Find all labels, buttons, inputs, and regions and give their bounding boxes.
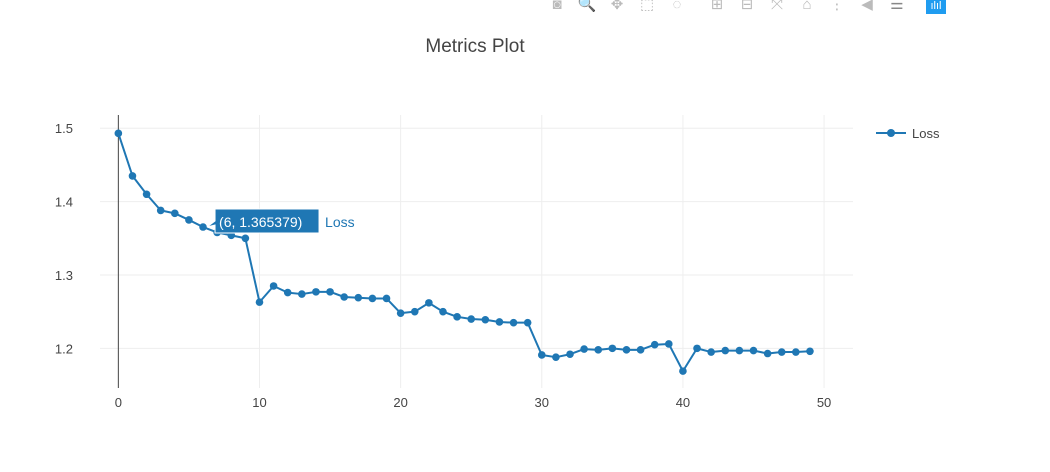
y-tick-label: 1.2	[55, 341, 73, 356]
data-point	[707, 348, 715, 356]
data-point	[622, 346, 631, 354]
data-point	[481, 315, 490, 324]
data-point	[396, 309, 405, 317]
hover-tooltip: (6, 1.365379) Loss	[206, 208, 355, 234]
loss-line	[117, 133, 811, 373]
data-point	[199, 223, 207, 231]
data-point	[566, 350, 574, 359]
data-point	[312, 288, 320, 296]
data-point	[298, 290, 306, 298]
zoom-out-icon[interactable]: ⊟	[740, 0, 754, 13]
data-point	[679, 367, 687, 375]
hover-series-name: Loss	[325, 214, 355, 230]
data-point	[326, 288, 334, 296]
data-point	[509, 318, 518, 327]
data-point	[467, 315, 476, 323]
data-point	[580, 345, 588, 353]
spikelines-icon[interactable]: ⋮	[829, 0, 845, 13]
data-point	[114, 129, 123, 138]
data-point	[735, 346, 744, 355]
data-point	[523, 318, 532, 327]
axis-ticks: 0 10 20 30 40 50 1.2 1.3 1.4 1.5	[55, 121, 831, 410]
data-point	[749, 346, 758, 355]
data-point	[763, 349, 772, 358]
camera-icon[interactable]: ◙	[552, 0, 562, 13]
legend-label[interactable]: Loss	[912, 126, 940, 141]
data-point	[142, 190, 151, 199]
data-point	[171, 209, 179, 218]
x-tick-label: 30	[535, 395, 549, 410]
plotly-logo-icon[interactable]: ılıl	[926, 0, 946, 14]
data-point	[537, 351, 546, 359]
data-point	[283, 288, 292, 297]
grid	[100, 115, 853, 388]
data-point	[382, 294, 391, 303]
data-point	[693, 344, 701, 353]
y-tick-label: 1.4	[55, 195, 73, 210]
data-point	[552, 353, 560, 361]
hover-closest-icon[interactable]: ◀	[861, 0, 873, 13]
hover-box	[206, 208, 320, 234]
x-tick-label: 10	[252, 395, 266, 410]
data-point	[354, 293, 363, 302]
hover-compare-icon[interactable]: ☰	[890, 0, 904, 13]
data-point	[368, 294, 377, 303]
data-point	[777, 348, 786, 356]
data-point	[255, 298, 264, 306]
hover-value: (6, 1.365379)	[219, 214, 302, 230]
data-point	[806, 347, 814, 356]
x-tick-label: 20	[393, 395, 407, 410]
data-point	[185, 216, 193, 224]
data-point	[650, 340, 659, 349]
x-tick-label: 40	[676, 395, 690, 410]
legend-marker	[887, 129, 895, 137]
data-point	[410, 307, 419, 316]
chart-title: Metrics Plot	[425, 36, 525, 57]
data-point	[608, 344, 617, 353]
zoom-in-icon[interactable]: ⊞	[710, 0, 724, 13]
box-select-icon[interactable]: ⬚	[639, 0, 655, 13]
data-point	[241, 234, 250, 243]
reset-axes-icon[interactable]: ⌂	[802, 0, 812, 13]
pan-icon[interactable]: ✥	[610, 0, 624, 13]
modebar: ◙ 🔍 ✥ ⬚ ◌ ⊞ ⊟ ⤧ ⌂ ⋮ ◀ ☰ ılıl	[546, 0, 954, 14]
data-point	[721, 346, 730, 355]
data-point	[425, 299, 433, 307]
data-point	[594, 346, 603, 354]
lasso-select-icon[interactable]: ◌	[672, 0, 682, 13]
data-point	[156, 206, 165, 215]
data-point	[269, 282, 278, 290]
data-point	[340, 293, 348, 301]
y-tick-label: 1.5	[55, 121, 73, 136]
data-point	[453, 313, 461, 321]
data-point	[128, 172, 137, 180]
legend[interactable]: Loss	[876, 126, 940, 141]
x-tick-label: 50	[817, 395, 831, 410]
data-point	[792, 348, 800, 356]
zoom-icon[interactable]: 🔍	[577, 0, 597, 13]
x-tick-label: 0	[115, 395, 122, 410]
data-point	[495, 318, 504, 326]
autoscale-icon[interactable]: ⤧	[770, 0, 783, 13]
y-tick-label: 1.3	[55, 268, 73, 283]
data-point	[439, 307, 447, 316]
data-point	[665, 340, 673, 348]
data-point	[636, 346, 645, 354]
series-loss[interactable]	[114, 129, 814, 375]
